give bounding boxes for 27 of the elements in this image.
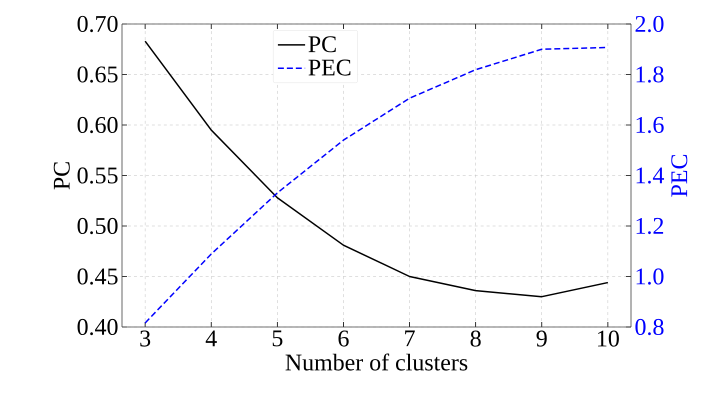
y2-tick-label: 1.2 (636, 218, 664, 234)
x-tick-label: 9 (536, 330, 547, 347)
x-tick-label: 3 (140, 330, 150, 347)
x-tick-label: 7 (405, 330, 415, 346)
y-tick-label: 0.45 (78, 268, 118, 285)
y-tick-label: 0.65 (78, 66, 118, 83)
x-tick-label: 8 (470, 330, 481, 347)
x-tick-label: 6 (338, 330, 349, 347)
y-axis-title: PC (54, 162, 70, 190)
y-tick-label: 0.40 (78, 318, 118, 336)
y2-axis-title: PEC (671, 154, 688, 197)
y2-tick-label: 1.0 (636, 268, 664, 285)
y2-tick-label: 1.6 (636, 116, 664, 134)
y2-tick-label: 2.0 (636, 16, 664, 32)
x-tick-label: 4 (206, 330, 217, 346)
y-tick-label: 0.50 (78, 218, 118, 234)
y-tick-label: 0.55 (78, 167, 118, 184)
x-tick-label: 5 (272, 330, 282, 346)
y2-tick-label: 1.8 (636, 66, 664, 83)
y-tick-label: 0.70 (78, 16, 118, 32)
y-tick-label: 0.60 (78, 116, 118, 134)
y2-tick-label: 1.4 (636, 167, 664, 184)
x-tick-label: 10 (598, 330, 619, 347)
legend-label: PC (308, 36, 336, 52)
x-axis-title: Number of clusters (286, 354, 468, 371)
legend-label: PEC (308, 60, 350, 76)
y2-tick-label: 0.8 (635, 318, 664, 336)
